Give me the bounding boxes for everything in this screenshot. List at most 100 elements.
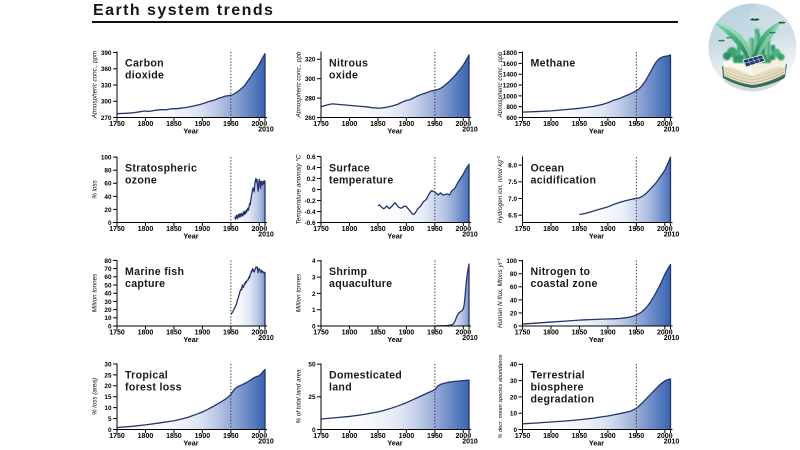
svg-text:1750: 1750 bbox=[515, 330, 531, 337]
svg-text:% of total land area: % of total land area bbox=[296, 369, 303, 424]
svg-text:15: 15 bbox=[104, 394, 112, 401]
svg-text:360: 360 bbox=[101, 66, 112, 73]
svg-text:Human N flux, Mtons yr-1: Human N flux, Mtons yr-1 bbox=[496, 258, 504, 328]
svg-text:10: 10 bbox=[104, 315, 112, 322]
svg-text:1850: 1850 bbox=[572, 121, 588, 128]
svg-text:1750: 1750 bbox=[313, 433, 329, 440]
svg-text:2010: 2010 bbox=[462, 439, 478, 446]
svg-text:1800: 1800 bbox=[342, 330, 358, 337]
svg-text:1: 1 bbox=[312, 307, 316, 314]
svg-text:1950: 1950 bbox=[223, 433, 239, 440]
svg-text:1900: 1900 bbox=[195, 226, 211, 233]
svg-text:0: 0 bbox=[312, 323, 316, 330]
svg-text:1850: 1850 bbox=[370, 121, 386, 128]
svg-text:1850: 1850 bbox=[572, 330, 588, 337]
svg-text:50: 50 bbox=[308, 362, 316, 369]
svg-text:degradation: degradation bbox=[531, 394, 595, 406]
svg-text:1850: 1850 bbox=[572, 226, 588, 233]
svg-text:acidification: acidification bbox=[531, 175, 597, 187]
svg-text:0: 0 bbox=[513, 323, 517, 330]
svg-text:Stratospheric: Stratospheric bbox=[125, 163, 197, 175]
svg-text:Tropical: Tropical bbox=[125, 370, 168, 382]
svg-text:800: 800 bbox=[506, 104, 517, 111]
svg-text:1950: 1950 bbox=[629, 121, 645, 128]
svg-text:1950: 1950 bbox=[223, 121, 239, 128]
svg-text:1800: 1800 bbox=[543, 226, 559, 233]
svg-text:1900: 1900 bbox=[600, 226, 616, 233]
svg-text:Year: Year bbox=[589, 439, 604, 448]
svg-text:1800: 1800 bbox=[543, 330, 559, 337]
svg-text:1900: 1900 bbox=[195, 121, 211, 128]
svg-text:biosphere: biosphere bbox=[531, 382, 584, 394]
svg-text:Temperature anomaly °C: Temperature anomaly °C bbox=[295, 154, 303, 224]
svg-text:Year: Year bbox=[183, 232, 198, 241]
svg-text:2010: 2010 bbox=[664, 439, 680, 446]
svg-text:ozone: ozone bbox=[125, 175, 157, 187]
svg-text:land: land bbox=[329, 382, 352, 394]
svg-text:coastal zone: coastal zone bbox=[531, 278, 598, 290]
svg-text:1750: 1750 bbox=[109, 433, 125, 440]
svg-text:Carbon: Carbon bbox=[125, 58, 164, 70]
svg-text:30: 30 bbox=[104, 361, 112, 368]
svg-text:0: 0 bbox=[312, 187, 316, 194]
svg-text:Terrestrial: Terrestrial bbox=[531, 370, 585, 382]
svg-text:-0.4: -0.4 bbox=[304, 209, 315, 216]
svg-text:Surface: Surface bbox=[329, 163, 370, 175]
svg-text:1750: 1750 bbox=[109, 226, 125, 233]
svg-text:7.0: 7.0 bbox=[508, 196, 517, 203]
svg-text:1900: 1900 bbox=[600, 433, 616, 440]
svg-text:Nitrogen to: Nitrogen to bbox=[531, 266, 591, 278]
svg-text:Methane: Methane bbox=[531, 58, 576, 70]
svg-text:Marine fish: Marine fish bbox=[125, 266, 184, 278]
svg-text:1750: 1750 bbox=[313, 121, 329, 128]
svg-text:Atmospheric conc., ppm: Atmospheric conc., ppm bbox=[92, 51, 99, 120]
svg-text:Year: Year bbox=[589, 127, 604, 136]
svg-text:Year: Year bbox=[589, 232, 604, 241]
svg-text:25: 25 bbox=[308, 394, 316, 401]
svg-text:1950: 1950 bbox=[427, 226, 443, 233]
svg-text:Year: Year bbox=[387, 335, 402, 344]
svg-text:0.2: 0.2 bbox=[307, 176, 316, 183]
svg-text:1850: 1850 bbox=[572, 433, 588, 440]
svg-text:10: 10 bbox=[510, 411, 518, 418]
svg-text:1800: 1800 bbox=[342, 121, 358, 128]
svg-text:20: 20 bbox=[510, 310, 518, 317]
svg-text:20: 20 bbox=[104, 207, 112, 214]
svg-text:1900: 1900 bbox=[399, 330, 415, 337]
svg-text:8.0: 8.0 bbox=[508, 163, 517, 170]
svg-text:70: 70 bbox=[104, 266, 112, 273]
svg-text:2010: 2010 bbox=[258, 439, 274, 446]
svg-text:1800: 1800 bbox=[543, 121, 559, 128]
svg-text:0: 0 bbox=[108, 220, 112, 227]
svg-text:270: 270 bbox=[101, 115, 112, 122]
svg-text:Shrimp: Shrimp bbox=[329, 266, 368, 278]
svg-text:1900: 1900 bbox=[399, 226, 415, 233]
svg-text:100: 100 bbox=[101, 155, 112, 162]
svg-text:20: 20 bbox=[104, 383, 112, 390]
svg-text:Domesticated: Domesticated bbox=[329, 370, 402, 382]
svg-text:2000: 2000 bbox=[252, 226, 268, 233]
svg-text:1850: 1850 bbox=[370, 330, 386, 337]
svg-text:1850: 1850 bbox=[166, 330, 182, 337]
svg-text:2000: 2000 bbox=[456, 330, 472, 337]
svg-text:1950: 1950 bbox=[223, 330, 239, 337]
svg-text:% loss: % loss bbox=[92, 179, 99, 198]
svg-text:1900: 1900 bbox=[195, 433, 211, 440]
svg-text:2000: 2000 bbox=[252, 330, 268, 337]
svg-text:330: 330 bbox=[101, 82, 112, 89]
svg-text:2000: 2000 bbox=[456, 121, 472, 128]
svg-text:2: 2 bbox=[312, 291, 316, 298]
svg-text:1950: 1950 bbox=[223, 226, 239, 233]
svg-text:320: 320 bbox=[305, 57, 316, 64]
svg-text:7.5: 7.5 bbox=[508, 179, 517, 186]
svg-text:capture: capture bbox=[125, 278, 165, 290]
svg-text:1850: 1850 bbox=[166, 226, 182, 233]
svg-text:Nitrous: Nitrous bbox=[329, 58, 368, 70]
svg-text:100: 100 bbox=[506, 258, 517, 265]
svg-text:50: 50 bbox=[104, 282, 112, 289]
svg-text:1750: 1750 bbox=[515, 433, 531, 440]
svg-text:Atmospheric conc., ppb: Atmospheric conc., ppb bbox=[296, 51, 303, 118]
svg-text:0: 0 bbox=[108, 323, 112, 330]
svg-text:Million tonnes: Million tonnes bbox=[92, 273, 99, 312]
svg-text:1600: 1600 bbox=[503, 61, 518, 68]
